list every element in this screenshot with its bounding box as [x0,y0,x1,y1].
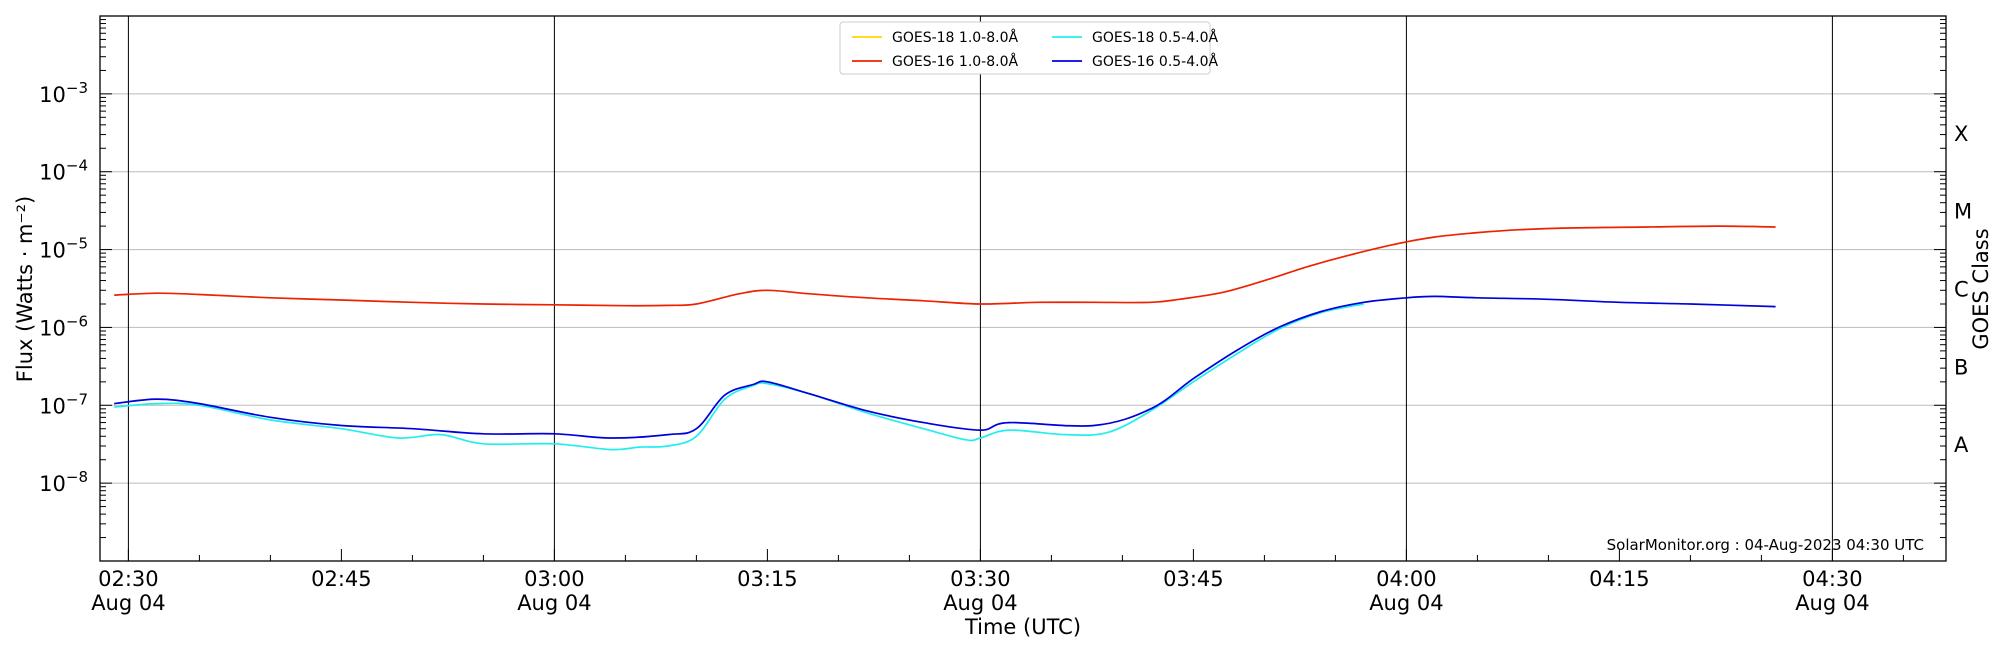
x-tick-date-label: Aug 04 [943,591,1017,615]
legend-label-0: GOES-18 1.0-8.0Å [892,29,1018,46]
x-tick-label: 02:30 [98,567,159,591]
goes-class-label-B: B [1954,355,1968,379]
goes-class-label-A: A [1954,433,1969,457]
y-tick-label: 10−8 [39,468,88,496]
series-line-3 [114,295,1776,439]
legend-label-3: GOES-16 0.5-4.0Å [1092,53,1218,70]
goes-class-label-X: X [1954,122,1968,146]
plot-frame [99,15,1947,562]
goes-class-label-C: C [1954,278,1969,302]
series-layer [114,225,1776,451]
vertical-day-lines [127,16,1833,561]
x-axis-title: Time (UTC) [964,615,1081,639]
y-tick-label: 10−7 [39,390,88,418]
x-tick-label: 03:15 [737,567,798,591]
goes-class-axis-title: GOES Class [1969,228,1993,349]
credit-text: SolarMonitor.org : 04-Aug-2023 04:30 UTC [1607,536,1924,554]
legend: GOES-18 1.0-8.0Å GOES-16 1.0-8.0Å GOES-18 … [839,21,1218,75]
y-axis-title: Flux (Watts · m⁻²) [13,196,37,382]
grid-layer [100,93,1946,484]
y-tick-label: 10−6 [39,312,88,340]
x-tick-label: 04:00 [1376,567,1437,591]
legend-box [839,21,1211,75]
y-tick-label: 10−4 [39,157,88,185]
tick-layer [100,19,1946,562]
x-tick-label: 02:45 [311,567,372,591]
x-tick-label: 04:30 [1802,567,1863,591]
x-tick-date-label: Aug 04 [91,591,165,615]
series-line-2 [114,303,1364,451]
x-tick-label: 03:00 [524,567,585,591]
goes-class-label-M: M [1954,200,1972,224]
legend-label-2: GOES-18 0.5-4.0Å [1092,29,1218,46]
x-tick-label: 03:45 [1163,567,1224,591]
x-tick-label: 03:30 [950,567,1011,591]
legend-label-1: GOES-16 1.0-8.0Å [892,53,1018,70]
x-tick-date-label: Aug 04 [517,591,591,615]
x-tick-date-label: Aug 04 [1795,591,1869,615]
series-line-1 [114,225,1776,307]
x-tick-date-label: Aug 04 [1369,591,1443,615]
x-tick-label: 04:15 [1589,567,1650,591]
y-tick-label: 10−5 [39,235,88,263]
y-tick-label: 10−3 [39,79,88,107]
